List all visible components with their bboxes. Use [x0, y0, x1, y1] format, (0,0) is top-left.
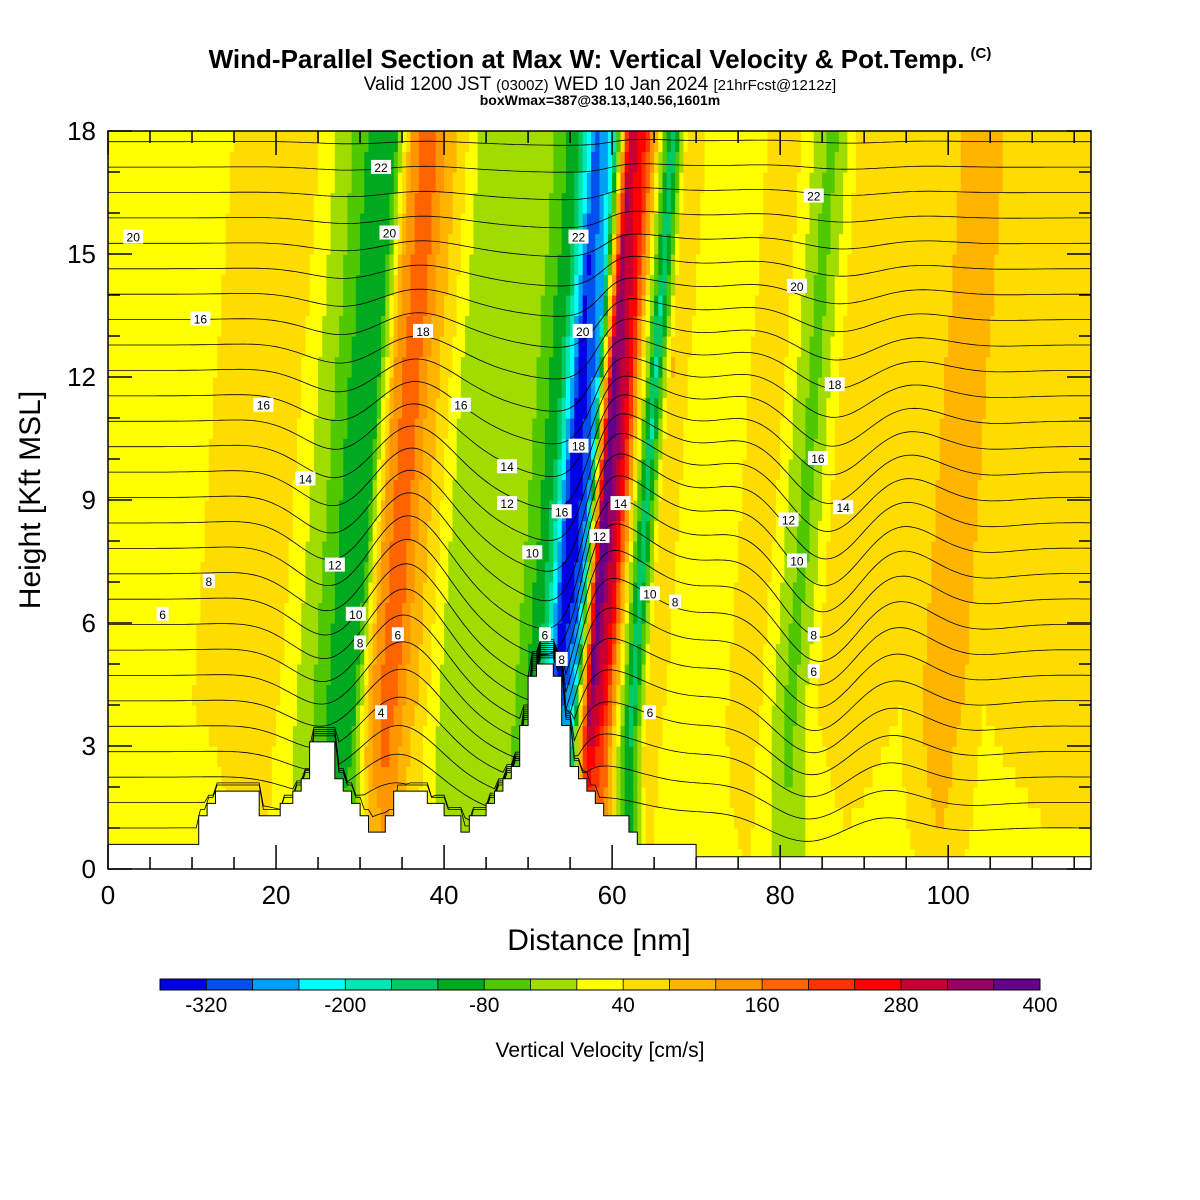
copyright-mark: (C): [970, 45, 992, 63]
colorbar-tick-label: 160: [745, 994, 780, 1017]
colorbar-tick-label: -80: [469, 994, 499, 1017]
terrain: [107, 663, 1092, 870]
x-tick-label: 60: [598, 880, 627, 910]
contour-label: 16: [253, 397, 274, 413]
colorbar-swatch: [206, 979, 254, 990]
x-tick-label: 100: [926, 880, 969, 910]
colorbar-swatch: [901, 979, 948, 990]
colorbar-swatch: [298, 979, 346, 990]
colorbar-tick-label: 400: [1022, 994, 1057, 1017]
colorbar-title: Vertical Velocity [cm/s]: [496, 1039, 705, 1062]
colorbar-swatch: [669, 979, 717, 990]
colorbar: -320 -200 -80 40 160 280 400: [159, 978, 1058, 1017]
contour-label: 12: [497, 496, 518, 511]
colorbar-tick-label: 40: [611, 994, 634, 1017]
colorbar-swatch: [715, 979, 763, 990]
box-info: boxWmax=387@38.13,140.56,1601m: [479, 92, 721, 108]
contour-label: 20: [123, 229, 144, 245]
colorbar-swatch: [808, 979, 856, 990]
title-text: Wind-Parallel Section at Max W: Vertical…: [208, 44, 965, 74]
colorbar-swatch: [252, 979, 300, 990]
contour-label: 6: [156, 606, 169, 622]
colorbar-swatch: [623, 979, 670, 990]
contour-label: 16: [190, 311, 211, 327]
contour-label: 20: [786, 278, 807, 294]
contour-label: 10: [345, 606, 366, 622]
y-tick-label: 9: [82, 485, 96, 515]
contour-label: 14: [833, 500, 854, 515]
y-tick-label: 12: [67, 362, 96, 392]
contour-label: 18: [824, 377, 845, 392]
contour-label: 16: [551, 504, 572, 519]
y-tick-label: 18: [67, 116, 96, 146]
contour-label: 22: [568, 229, 589, 245]
y-tick-label: 0: [82, 854, 96, 884]
contour-label: 10: [786, 553, 807, 569]
contour-label: 12: [324, 557, 345, 573]
x-axis-label: Distance [nm]: [507, 924, 690, 957]
contour-label: 14: [295, 471, 316, 487]
contour-label: 4: [375, 705, 388, 720]
colorbar-swatch: [762, 979, 809, 990]
colorbar-swatch: [576, 979, 624, 990]
colorbar-swatch: [437, 979, 485, 990]
contour-label: 8: [555, 651, 568, 667]
colorbar-swatch: [947, 979, 995, 990]
colorbar-swatch: [391, 979, 439, 990]
colorbar-swatch: [345, 979, 393, 990]
contour-label: 18: [568, 438, 589, 454]
y-tick-label: 6: [82, 608, 96, 638]
contour-label: 8: [669, 594, 682, 610]
y-axis-label: Height [Kft MSL]: [14, 391, 47, 609]
contour-label: 20: [379, 225, 400, 241]
colorbar-tick-label: 280: [884, 994, 919, 1017]
axes: 0 20 40 60 80 100 0 3 6 9 12 15 18: [67, 116, 1091, 910]
colorbar-swatch: [484, 979, 532, 990]
contour-label: 12: [778, 512, 799, 528]
colorbar-tick-label: -320: [185, 994, 227, 1017]
colorbar-swatch: [993, 979, 1041, 990]
colorbar-swatch: [854, 979, 902, 990]
contour-label: 10: [639, 586, 660, 601]
chart-title: Wind-Parallel Section at Max W: Vertical…: [0, 44, 1200, 75]
colorbar-tick-label: -200: [324, 994, 366, 1017]
x-tick-label: 80: [766, 880, 795, 910]
contour-label: 8: [807, 627, 820, 642]
contour-label: 16: [807, 451, 828, 466]
terrain-profile: [107, 663, 1092, 870]
contour-label: 20: [572, 323, 593, 339]
colorbar-swatch: [160, 979, 207, 990]
colorbar-swatch: [530, 979, 578, 990]
y-tick-label: 3: [82, 731, 96, 761]
contour-label: 6: [807, 664, 820, 679]
contour-label: 12: [589, 528, 610, 544]
contour-label: 18: [413, 323, 434, 339]
x-tick-label: 0: [101, 880, 115, 910]
valid-prefix: Valid 1200 JST: [363, 74, 491, 95]
contour-labels: 2016161412108648622201816141210681618202…: [123, 159, 854, 720]
valid-utc: (0300Z): [496, 77, 549, 94]
contour-label: 6: [538, 627, 551, 642]
theta-contours: [108, 138, 1091, 842]
contour-label: 14: [497, 459, 518, 474]
contour-label: 6: [643, 705, 656, 720]
contour-label: 14: [610, 496, 631, 511]
contour-label: 22: [371, 159, 392, 175]
y-tick-label: 15: [67, 239, 96, 269]
chart-subtitle: Valid 1200 JST (0300Z) WED 10 Jan 2024 […: [0, 74, 1200, 96]
contour-label: 8: [202, 574, 215, 589]
contour-label: 6: [391, 627, 404, 642]
forecast-info: [21hrFcst@1212z]: [713, 77, 837, 94]
contour-label: 16: [450, 397, 471, 413]
valid-date: WED 10 Jan 2024: [553, 74, 709, 95]
contour-label: 10: [522, 545, 543, 560]
x-tick-label: 40: [430, 880, 459, 910]
contour-label: 8: [354, 635, 367, 651]
contour-label: 22: [803, 188, 824, 204]
x-tick-label: 20: [262, 880, 291, 910]
